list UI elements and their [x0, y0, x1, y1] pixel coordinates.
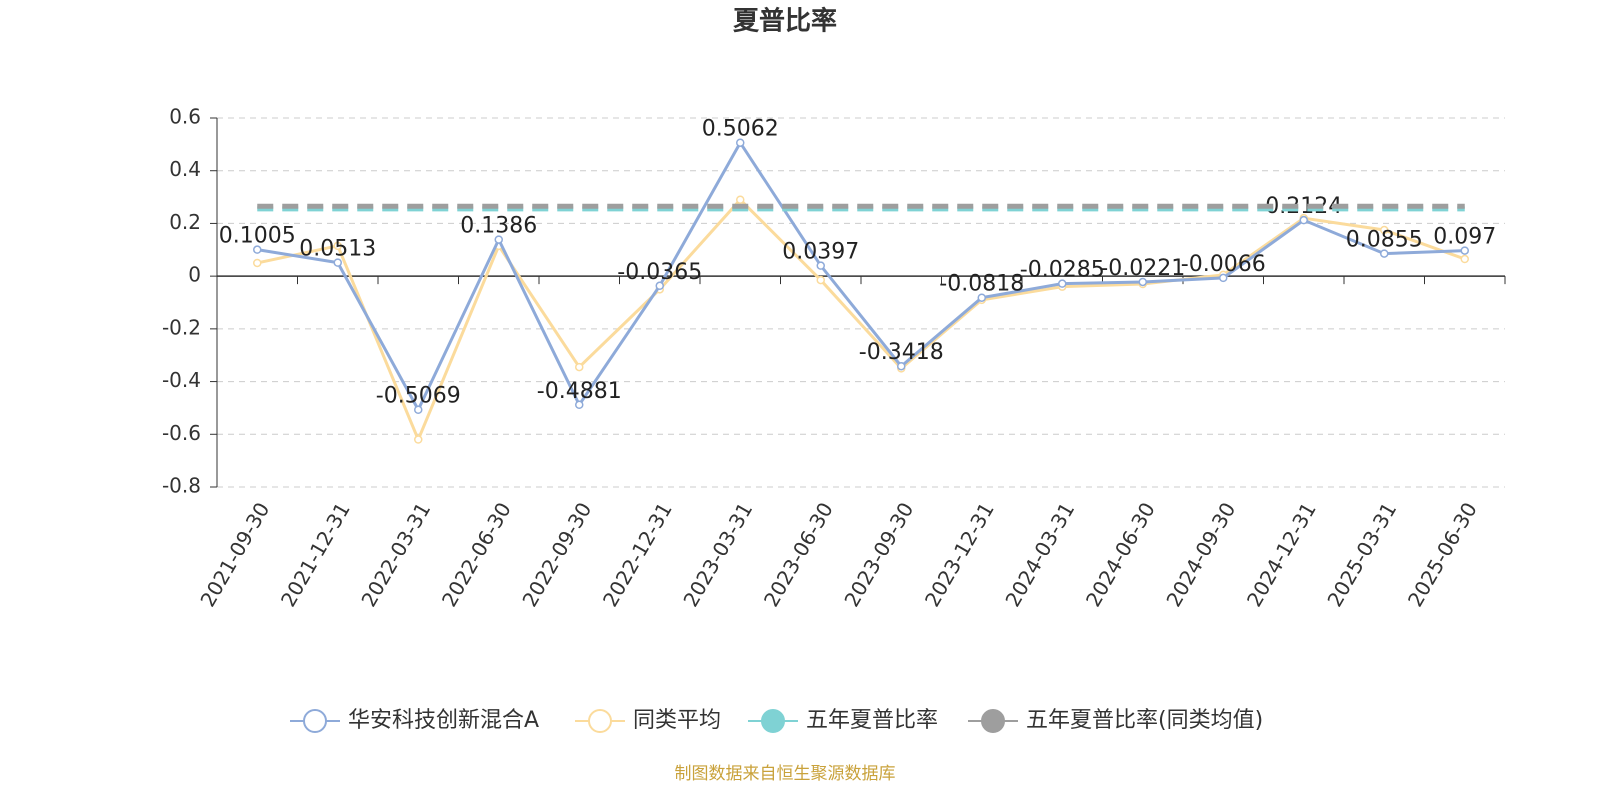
legend-marker [761, 709, 785, 733]
data-label: 0.1005 [219, 224, 296, 249]
data-label: 0.0855 [1346, 228, 1423, 253]
point [977, 293, 986, 302]
x-tick-label: 2025-03-31 [1322, 498, 1401, 611]
x-tick-label: 2024-06-30 [1081, 498, 1160, 611]
x-tick-label: 2022-03-31 [356, 498, 435, 611]
x-tick-label: 2024-12-31 [1242, 498, 1321, 611]
y-tick-label: -0.4 [162, 368, 201, 392]
legend-item: 五年夏普比率(同类均值) [968, 708, 1263, 733]
data-label: -0.0285 [1020, 258, 1105, 283]
point [736, 195, 745, 204]
point [1138, 277, 1147, 287]
point [1460, 254, 1469, 264]
x-tick-label: 2023-03-31 [678, 498, 757, 611]
data-label: 0.0513 [299, 237, 376, 262]
point [253, 245, 262, 254]
point [816, 261, 825, 270]
chart-title: 夏普比率 [733, 6, 837, 37]
source-note: 制图数据来自恒生聚源数据库 [675, 764, 896, 784]
x-tick-label: 2024-03-31 [1000, 498, 1079, 611]
y-tick-label: 0.6 [169, 105, 201, 129]
point [655, 281, 664, 291]
y-tick-label: 0 [188, 263, 201, 287]
point [494, 235, 503, 244]
x-tick-label: 2024-09-30 [1161, 498, 1240, 611]
legend-marker [981, 709, 1005, 733]
x-tick-label: 2022-12-31 [598, 498, 677, 611]
data-label: 0.0397 [782, 240, 859, 265]
legend-item: 华安科技创新混合A [290, 708, 539, 733]
data-label: 0.1386 [460, 214, 537, 239]
legend-marker [303, 709, 327, 733]
point [1299, 215, 1308, 225]
data-label: 0.2124 [1265, 194, 1342, 219]
x-tick-label: 2023-09-30 [839, 498, 918, 611]
legend-label: 五年夏普比率 [806, 708, 938, 733]
legend-label: 华安科技创新混合A [348, 708, 539, 733]
legend-marker [588, 709, 612, 733]
data-label: -0.0221 [1100, 256, 1185, 281]
y-tick-label: -0.2 [162, 315, 201, 339]
legend-label: 同类平均 [633, 708, 721, 733]
legend-item: 五年夏普比率 [748, 708, 938, 733]
data-label: -0.3418 [859, 340, 944, 365]
point [575, 400, 584, 410]
data-label: -0.5069 [376, 384, 461, 409]
series-line [256, 197, 1466, 444]
x-tick-label: 2023-12-31 [920, 498, 999, 611]
data-label: 0.097 [1433, 225, 1496, 250]
point [414, 435, 423, 444]
legend-item: 同类平均 [575, 708, 721, 733]
x-tick-label: 2022-06-30 [437, 498, 516, 611]
point [1380, 249, 1389, 258]
point [1058, 279, 1067, 288]
x-tick-label: 2021-12-31 [276, 498, 355, 611]
data-label: -0.0365 [617, 260, 702, 285]
series-line [257, 139, 1465, 414]
point [333, 258, 342, 267]
point [575, 362, 584, 372]
legend-label: 五年夏普比率(同类均值) [1026, 708, 1263, 733]
data-label: -0.4881 [537, 379, 622, 404]
point [1460, 246, 1469, 255]
point [897, 361, 906, 371]
point [253, 258, 262, 268]
point [1219, 273, 1228, 283]
y-tick-label: -0.8 [162, 474, 201, 498]
x-tick-label: 2023-06-30 [759, 498, 838, 611]
data-label: 0.5062 [702, 117, 779, 142]
point [1380, 225, 1389, 235]
data-label: -0.0066 [1181, 252, 1266, 277]
x-tick-label: 2022-09-30 [517, 498, 596, 611]
x-tick-label: 2025-06-30 [1403, 498, 1482, 611]
point [736, 138, 745, 147]
point [333, 241, 342, 251]
x-tick-label: 2021-09-30 [195, 498, 274, 611]
data-label: -0.0818 [939, 272, 1024, 297]
y-tick-label: 0.4 [169, 157, 201, 181]
point [414, 405, 423, 414]
y-tick-label: 0.2 [169, 210, 201, 234]
y-tick-label: -0.6 [162, 421, 201, 445]
point [816, 275, 825, 285]
